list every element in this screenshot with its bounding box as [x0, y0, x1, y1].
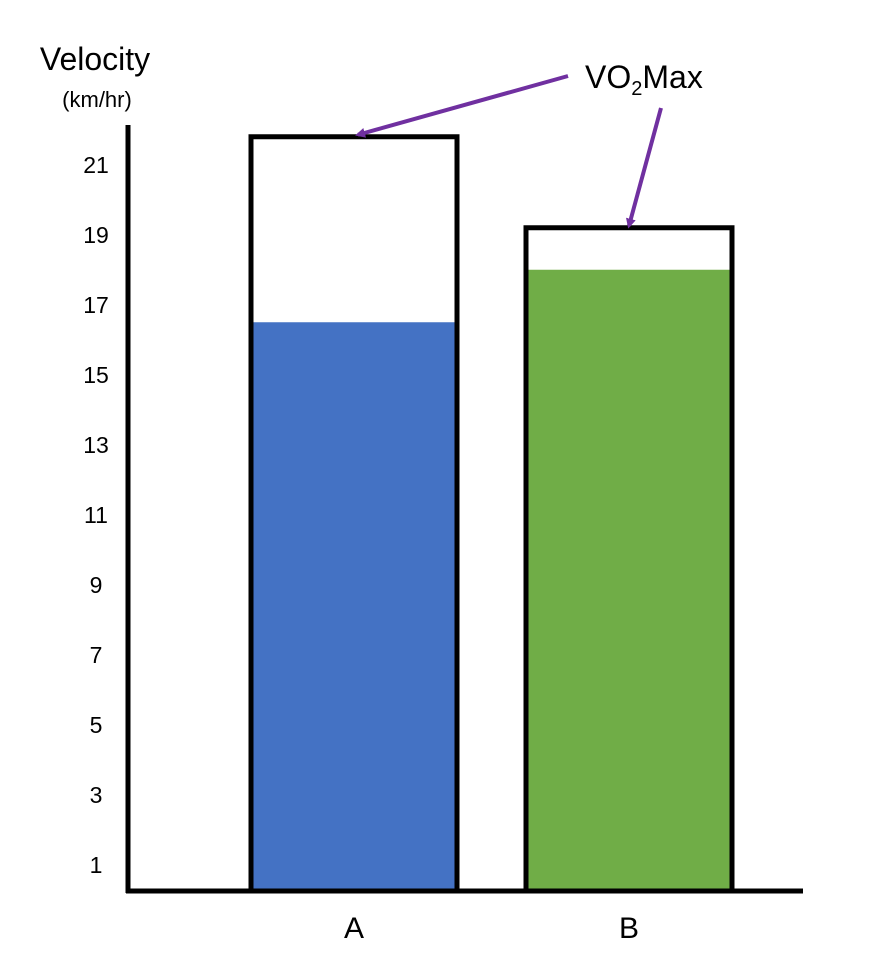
bar-fill-b — [526, 269, 732, 891]
vo2max-suffix: Max — [642, 59, 702, 95]
bars — [248, 134, 735, 894]
x-category-label: B — [619, 912, 639, 945]
y-tick-label: 13 — [83, 432, 109, 458]
y-tick-label: 9 — [90, 572, 103, 598]
vo2max-prefix: VO — [585, 59, 631, 95]
vo2max-subscript: 2 — [631, 78, 642, 100]
y-tick-label: 11 — [84, 502, 108, 528]
y-tick-label: 5 — [90, 712, 103, 738]
y-tick-label: 1 — [90, 852, 103, 878]
x-category-label: A — [344, 912, 364, 945]
y-axis-title: Velocity — [40, 41, 150, 77]
y-tick-label: 3 — [90, 782, 103, 808]
vo2max-annotation: VO2Max — [585, 59, 703, 100]
y-tick-label: 19 — [83, 222, 109, 248]
y-tick-label: 7 — [90, 642, 103, 668]
bar-fill-a — [251, 322, 457, 891]
y-tick-label: 15 — [83, 362, 109, 388]
vo2max-arrow-a — [355, 74, 569, 138]
y-tick-label: 21 — [83, 152, 109, 178]
vo2max-arrows — [355, 74, 663, 229]
y-tick-label: 17 — [83, 292, 109, 318]
vo2max-arrow-b — [626, 107, 663, 229]
y-axis-unit: (km/hr) — [62, 87, 132, 112]
